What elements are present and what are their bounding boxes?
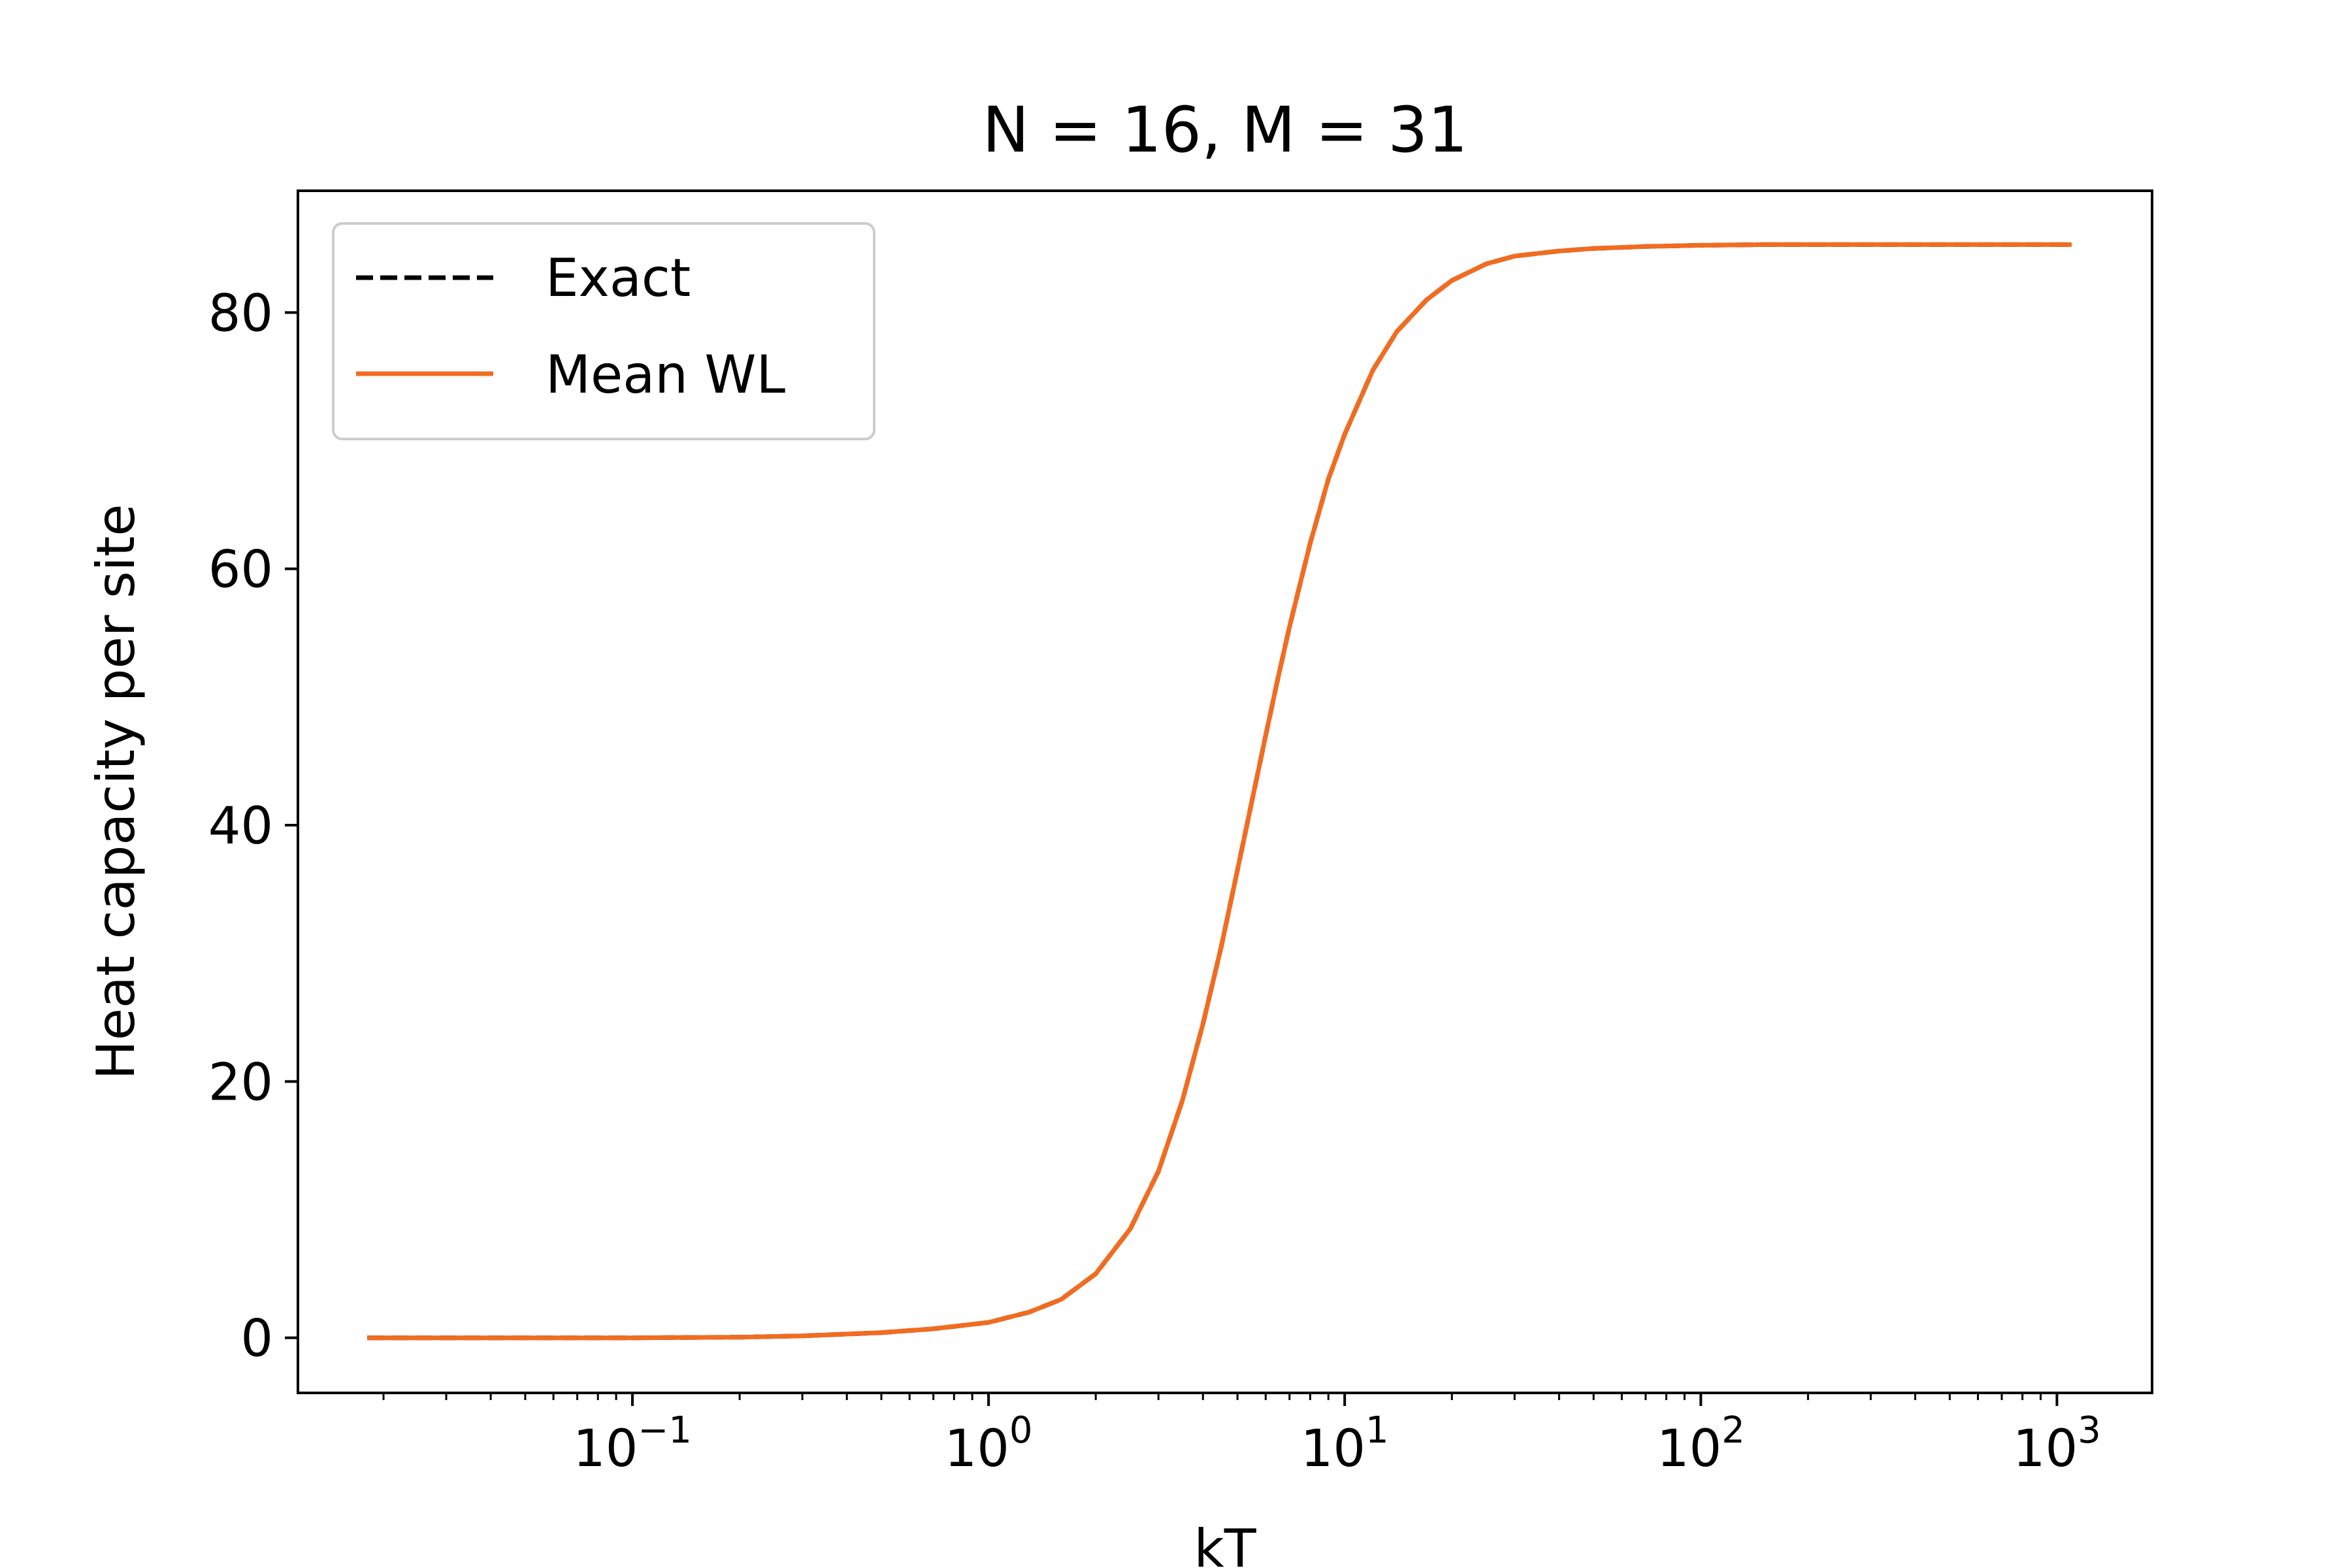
x-tick-label: 100: [945, 1409, 1033, 1478]
x-tick-label: 10−1: [573, 1409, 692, 1478]
y-tick-label: 0: [240, 1310, 273, 1369]
legend-label-exact: Exact: [546, 248, 691, 308]
plot-frame: [297, 189, 2153, 1394]
y-tick-label: 40: [208, 797, 273, 856]
x-tick-label: 101: [1301, 1409, 1389, 1478]
y-tick-label: 80: [208, 284, 273, 343]
plot-area: [367, 242, 2072, 1341]
legend: Exact Mean WL: [332, 222, 875, 440]
series-line-1: [367, 242, 2072, 1341]
chart-title: N = 16, M = 31: [983, 93, 1468, 167]
y-tick-label: 20: [208, 1053, 273, 1112]
y-tick-label: 60: [208, 541, 273, 600]
x-axis-label: kT: [1194, 1518, 1256, 1568]
y-axis: 0 20 40 60 80: [208, 284, 298, 1369]
x-axis: 10−1 100 101 102 103: [382, 1393, 2101, 1478]
x-tick-label: 103: [2013, 1409, 2101, 1478]
legend-label-mean-wl: Mean WL: [546, 344, 786, 405]
y-axis-label: Heat capacity per site: [86, 504, 146, 1079]
x-tick-label: 102: [1657, 1409, 1745, 1478]
